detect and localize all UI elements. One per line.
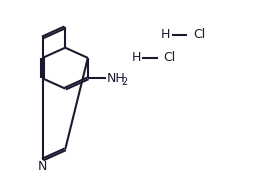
Text: H: H [131, 51, 141, 64]
Text: Cl: Cl [193, 28, 205, 41]
Text: 2: 2 [121, 78, 128, 87]
Text: NH: NH [107, 72, 125, 85]
Text: Cl: Cl [164, 51, 176, 64]
Text: N: N [38, 160, 47, 173]
Text: H: H [161, 28, 170, 41]
